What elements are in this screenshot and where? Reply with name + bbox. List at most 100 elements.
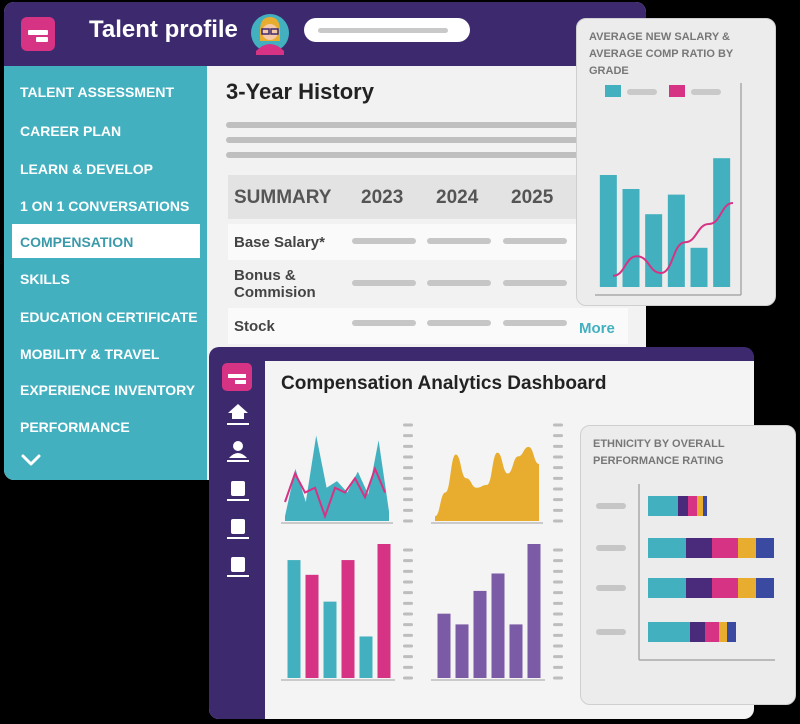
- sidebar-item-1on1-conversations[interactable]: 1 ON 1 CONVERSATIONS: [20, 198, 190, 214]
- chart-bar: [690, 247, 708, 287]
- axis-tick: [403, 591, 413, 595]
- stacked-bar-segment: [648, 538, 686, 558]
- stacked-bar-segment: [686, 538, 712, 558]
- bar-chart-purple: [431, 544, 563, 681]
- sidebar-item-mobility-travel[interactable]: MOBILITY & TRAVEL: [20, 346, 160, 362]
- search-input[interactable]: [304, 18, 470, 42]
- axis-tick: [553, 508, 563, 512]
- sidebar-item-learn-develop[interactable]: LEARN & DEVELOP: [20, 161, 154, 177]
- axis-tick: [403, 633, 413, 637]
- profile-header: Talent profile: [4, 2, 646, 66]
- axis-tick: [553, 633, 563, 637]
- document-icon[interactable]: [224, 513, 252, 541]
- axis-tick: [553, 676, 563, 680]
- more-link[interactable]: More: [579, 320, 615, 337]
- axis-tick: [553, 444, 563, 448]
- category-label-placeholder: [596, 503, 626, 509]
- axis-tick: [403, 519, 413, 523]
- axis-tick: [553, 665, 563, 669]
- stacked-bar-segment: [705, 622, 719, 642]
- stacked-bar-segment: [648, 496, 678, 516]
- axis-tick: [403, 644, 413, 648]
- ethnicity-chart-title: ETHNICITY BY OVERALL PERFORMANCE RATING: [593, 438, 725, 467]
- line-series: [284, 465, 386, 520]
- app-logo-icon[interactable]: [21, 17, 55, 51]
- stacked-bar-segment: [703, 496, 707, 516]
- axis-tick: [403, 423, 413, 427]
- axis-tick: [403, 559, 413, 563]
- axis-tick: [403, 601, 413, 605]
- value-placeholder: [352, 280, 416, 286]
- chart-bar: [455, 624, 469, 678]
- text-placeholder-line: [226, 137, 586, 143]
- axis-tick: [553, 487, 563, 491]
- stacked-bar-segment: [756, 578, 774, 598]
- axis-tick: [403, 466, 413, 470]
- axis-tick: [553, 623, 563, 627]
- chart-bar: [622, 189, 640, 287]
- chart-bar: [527, 544, 541, 678]
- avatar[interactable]: [250, 11, 290, 55]
- talent-profile-window: Talent profile TALENT ASSESSMENT CAREER …: [4, 2, 646, 480]
- axis-tick: [403, 434, 413, 438]
- sidebar-item-experience-inventory[interactable]: EXPERIENCE INVENTORY: [20, 382, 196, 398]
- axis-tick: [403, 498, 413, 502]
- stacked-bar-segment: [648, 622, 690, 642]
- value-placeholder: [352, 320, 416, 326]
- axis-tick: [553, 466, 563, 470]
- sidebar-item-compensation[interactable]: COMPENSATION: [12, 224, 200, 258]
- axis-tick: [403, 508, 413, 512]
- chart-bar: [509, 624, 523, 678]
- sidebar-item-talent-assessment[interactable]: TALENT ASSESSMENT: [20, 84, 175, 100]
- category-label-placeholder: [596, 545, 626, 551]
- home-icon[interactable]: [224, 399, 252, 427]
- sidebar-item-education-certificate[interactable]: EDUCATION CERTIFICATE: [20, 309, 198, 325]
- category-label-placeholder: [596, 585, 626, 591]
- stacked-bar-segment: [719, 622, 727, 642]
- axis-tick: [553, 644, 563, 648]
- history-title: 3-Year History: [226, 79, 374, 104]
- value-placeholder: [503, 320, 567, 326]
- stacked-bar-segment: [727, 622, 736, 642]
- text-placeholder-line: [226, 122, 586, 128]
- sidebar-item-skills[interactable]: SKILLS: [20, 271, 70, 287]
- chart-bar: [491, 573, 505, 678]
- sidebar-item-performance[interactable]: PERFORMANCE: [20, 419, 130, 435]
- chart-bar: [473, 590, 487, 678]
- axis-tick: [403, 476, 413, 480]
- document-icon[interactable]: [224, 475, 252, 503]
- axis-tick: [553, 476, 563, 480]
- axis-tick: [403, 665, 413, 669]
- user-icon[interactable]: [224, 436, 252, 464]
- chart-bar: [645, 214, 663, 287]
- axis-tick: [403, 455, 413, 459]
- stacked-bar-segment: [697, 496, 703, 516]
- axis-tick: [553, 519, 563, 523]
- axis-tick: [403, 580, 413, 584]
- page-title: Talent profile: [89, 16, 238, 43]
- dashboard-title: Compensation Analytics Dashboard: [281, 373, 607, 394]
- chevron-down-icon[interactable]: [20, 453, 42, 467]
- app-logo-icon[interactable]: [222, 363, 252, 391]
- legend-label-placeholder: [627, 89, 657, 95]
- bar-chart-pink-teal: [281, 544, 413, 681]
- axis-tick: [553, 569, 563, 573]
- value-placeholder: [352, 238, 416, 244]
- summary-header-row: SUMMARY 2023 2024 2025: [228, 175, 588, 219]
- document-icon[interactable]: [224, 551, 252, 579]
- category-label-placeholder: [596, 629, 626, 635]
- stacked-bar-segment: [690, 622, 705, 642]
- row-label-base-salary: Base Salary*: [234, 234, 325, 251]
- chart-bar: [437, 613, 451, 678]
- chart-bar: [377, 544, 391, 678]
- sidebar-item-career-plan[interactable]: CAREER PLAN: [20, 123, 122, 139]
- chart-bar: [667, 194, 685, 287]
- ethnicity-chart-card: ETHNICITY BY OVERALL PERFORMANCE RATING: [580, 425, 796, 705]
- row-label-bonus-commision: Bonus & Commision: [234, 267, 316, 301]
- chart-bar: [287, 560, 301, 678]
- stacked-bar-segment: [712, 578, 738, 598]
- stacked-bar-segment: [688, 496, 697, 516]
- ethnicity-chart: [596, 484, 775, 661]
- axis-tick: [553, 559, 563, 563]
- axis-tick: [403, 676, 413, 680]
